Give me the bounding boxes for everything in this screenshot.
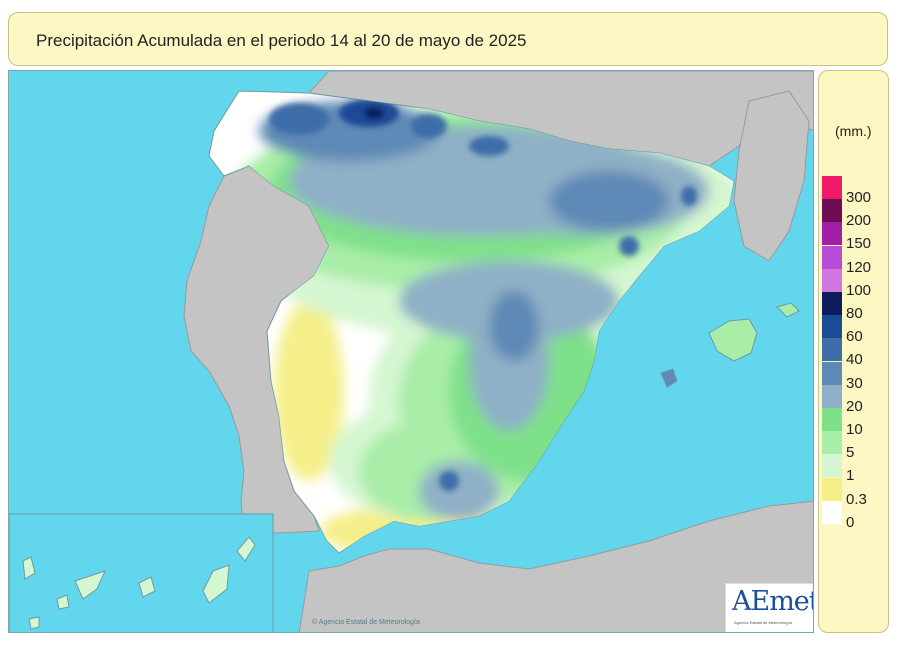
legend-label: 300 (846, 189, 872, 206)
legend-label: 20 (846, 397, 863, 415)
legend-swatch (822, 176, 842, 199)
corsica-sardinia-landmass (733, 90, 810, 262)
legend-panel: (mm.) 300 200 150 120 100 80 60 40 30 20 10 5 1 0.3 0 (818, 70, 889, 633)
legend-swatch (822, 199, 842, 223)
aemet-logo: AEmet Agencia Estatal de Meteorología (725, 583, 814, 632)
legend-swatch (822, 361, 842, 385)
legend-label: 30 (846, 374, 863, 392)
legend-swatch (822, 268, 842, 292)
precipitation-field (229, 99, 734, 553)
aemet-logo-text: AEmet (732, 586, 814, 617)
legend-swatch (822, 431, 842, 455)
title-panel: Precipitación Acumulada en el periodo 14… (8, 12, 888, 66)
menorca-island (776, 302, 800, 318)
legend-label: 60 (846, 328, 863, 346)
legend-swatch (822, 408, 842, 431)
africa-landmass (298, 500, 813, 632)
mallorca-island (708, 318, 758, 362)
legend-label: 80 (846, 305, 863, 322)
ibiza-island (660, 368, 678, 388)
legend-swatch (822, 338, 842, 362)
map-canvas (9, 71, 813, 632)
legend-swatch (822, 292, 842, 315)
legend-unit: (mm.) (835, 123, 872, 139)
canary-islands (22, 536, 256, 630)
legend-label: 0.3 (846, 490, 867, 508)
legend-swatch (822, 315, 842, 339)
legend-swatch (822, 454, 842, 478)
legend-swatch (822, 500, 842, 524)
legend-label: 40 (846, 351, 863, 369)
legend-label: 100 (846, 281, 872, 299)
legend-label: 5 (846, 444, 855, 462)
precipitation-map: AEmet Agencia Estatal de Meteorología (8, 70, 814, 633)
aemet-logo-subtitle: Agencia Estatal de Meteorología (734, 620, 792, 625)
canary-islands-inset (9, 513, 274, 632)
legend-label: 0 (846, 513, 855, 531)
legend-swatch (822, 384, 842, 408)
legend-swatch (822, 245, 842, 269)
map-title: Precipitación Acumulada en el periodo 14… (36, 31, 527, 50)
legend-label: 120 (846, 258, 872, 276)
legend-label: 150 (846, 235, 872, 253)
legend-swatch (822, 477, 842, 501)
legend-label: 10 (846, 421, 863, 438)
legend-label: 200 (846, 212, 872, 230)
map-credit: © Agencia Estatal de Meteorología (312, 619, 420, 626)
legend-label: 1 (846, 467, 855, 485)
legend-swatch (822, 222, 842, 246)
